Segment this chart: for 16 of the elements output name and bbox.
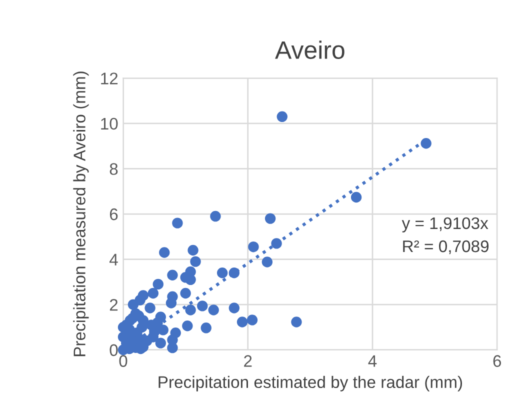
x-tick-label: 4 — [368, 355, 377, 367]
x-tick-label: 2 — [244, 355, 252, 367]
y-axis-title: Precipitation measured by Aveiro (mm) — [73, 72, 89, 356]
y-tick-label: 2 — [110, 298, 118, 311]
chart-title: Aveiro — [275, 40, 344, 59]
x-tick-label: 0 — [119, 355, 128, 367]
y-tick-label: 12 — [101, 72, 118, 84]
y-tick-label: 10 — [101, 118, 118, 130]
y-tick-label: 8 — [110, 163, 118, 175]
y-tick-label: 4 — [109, 254, 118, 266]
annotation: y = 1,9103x — [402, 217, 488, 232]
y-tick-label: 6 — [110, 208, 118, 220]
x-axis-title: Precipitation estimated by the radar (mm) — [158, 376, 462, 392]
annotation: R² = 0,7089 — [403, 240, 489, 254]
y-tick-label: 0 — [110, 344, 118, 356]
x-tick-label: 6 — [493, 355, 502, 367]
